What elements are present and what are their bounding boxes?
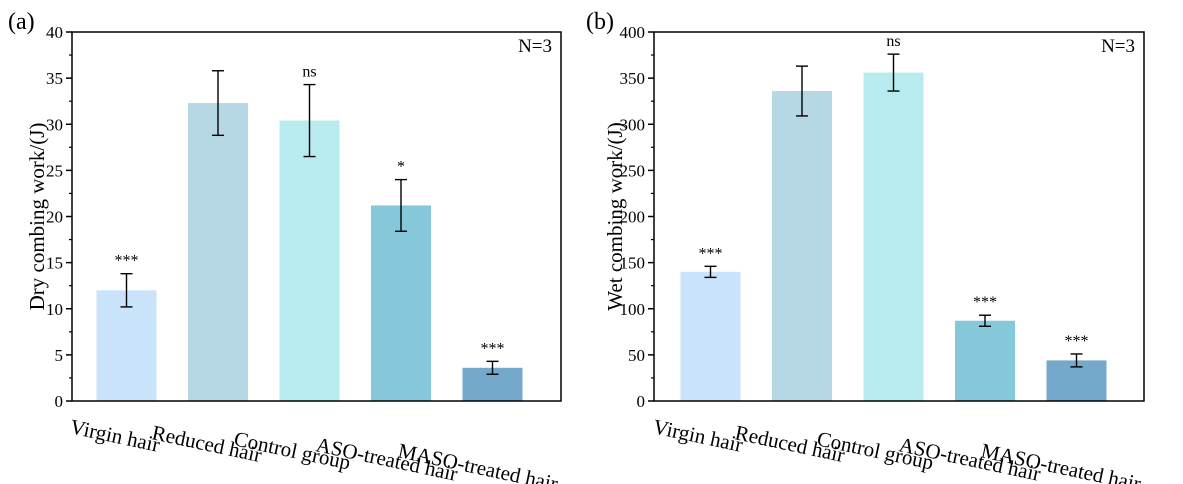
error-bar bbox=[796, 65, 808, 117]
error-bar bbox=[120, 272, 133, 308]
bar-virgin-hair bbox=[680, 271, 741, 401]
y-tick-label: 0 bbox=[55, 392, 64, 411]
sample-size-note: N=3 bbox=[518, 36, 552, 57]
y-tick-label: 200 bbox=[620, 208, 646, 227]
y-tick-label: 250 bbox=[620, 161, 646, 180]
bar-reduced-hair bbox=[188, 103, 248, 401]
x-category-label: Virgin hair bbox=[651, 414, 745, 456]
bar-aso-treated-hair bbox=[371, 205, 431, 401]
y-tick-label: 100 bbox=[620, 300, 646, 319]
panel-label: (b) bbox=[586, 9, 614, 35]
error-bar bbox=[704, 265, 717, 279]
sample-size-note: N=3 bbox=[1101, 36, 1135, 57]
significance-label: *** bbox=[481, 340, 505, 357]
significance-label: ns bbox=[302, 64, 316, 81]
y-tick-label: 50 bbox=[628, 346, 645, 365]
significance-label: *** bbox=[115, 253, 139, 270]
error-bar bbox=[1070, 353, 1083, 368]
bar-virgin-hair bbox=[96, 290, 157, 401]
y-axis-title: Wet combing work/(J) bbox=[603, 122, 627, 310]
y-tick-label: 0 bbox=[637, 392, 646, 411]
significance-label: * bbox=[397, 159, 405, 176]
y-tick-label: 40 bbox=[46, 23, 63, 42]
y-tick-label: 25 bbox=[46, 161, 63, 180]
significance-label: *** bbox=[699, 245, 723, 262]
error-bar bbox=[303, 83, 316, 158]
chart-panel-b: *** ns *** *** 0 50 100 150 200 250 300 350 400 Wet c… bbox=[586, 9, 1145, 484]
bar-reduced-hair bbox=[772, 91, 832, 401]
significance-label: ns bbox=[886, 33, 900, 50]
y-tick-label: 150 bbox=[620, 254, 646, 273]
panel-label: (a) bbox=[8, 9, 35, 35]
y-tick-label: 20 bbox=[46, 208, 63, 227]
error-bar bbox=[212, 70, 224, 137]
significance-label: *** bbox=[973, 294, 997, 311]
x-category-label: Virgin hair bbox=[68, 414, 162, 456]
y-tick-label: 10 bbox=[46, 300, 63, 319]
y-tick-label: 30 bbox=[46, 115, 63, 134]
error-bar bbox=[486, 360, 499, 375]
error-bar bbox=[887, 53, 900, 92]
significance-label: *** bbox=[1065, 333, 1089, 350]
bar-aso-treated-hair bbox=[955, 320, 1015, 401]
y-axis-title: Dry combing work/(J) bbox=[25, 123, 49, 311]
y-tick-label: 350 bbox=[620, 69, 646, 88]
y-tick-label: 35 bbox=[46, 69, 63, 88]
error-bar bbox=[395, 178, 407, 232]
y-tick-label: 300 bbox=[620, 115, 646, 134]
bar-control-group bbox=[863, 72, 924, 401]
y-tick-label: 400 bbox=[620, 23, 646, 42]
y-tick-label: 15 bbox=[46, 254, 63, 273]
bar-control-group bbox=[279, 120, 340, 401]
error-bar bbox=[979, 314, 991, 327]
y-tick-label: 5 bbox=[55, 346, 64, 365]
